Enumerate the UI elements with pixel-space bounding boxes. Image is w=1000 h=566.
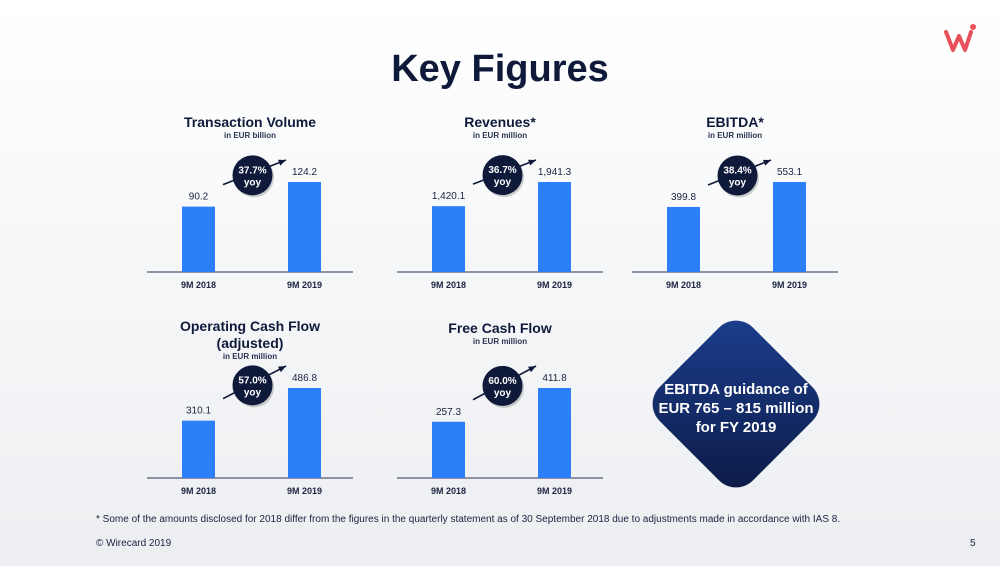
growth-yoy: yoy [244,177,262,188]
bar-9m-2018 [432,206,465,272]
category-label: 9M 2018 [666,280,701,290]
growth-yoy: yoy [494,177,512,188]
chart-plot: 399.8 9M 2018 553.1 9M 2019 38.4%yoy [632,155,838,290]
chart-unit: in EUR billion [224,131,276,140]
data-label: 124.2 [292,167,317,178]
bar-9m-2018 [182,206,215,272]
copyright: © Wirecard 2019 [96,538,172,549]
bar-9m-2018 [182,420,215,478]
page-number: 5 [970,538,976,549]
chart-plot: 257.3 9M 2018 411.8 9M 2019 60.0%yoy [397,365,603,496]
chart-unit: in EUR million [707,131,763,140]
growth-yoy: yoy [729,177,747,188]
bar-9m-2019 [288,388,321,478]
arrow-head [763,159,771,166]
chart-plot: 1,420.1 9M 2018 1,941.3 9M 2019 36.7%yoy [397,155,603,290]
data-label: 1,941.3 [538,167,572,178]
growth-badge [482,365,523,406]
chart-plot: 90.2 9M 2018 124.2 9M 2019 37.7%yoy [147,155,353,290]
growth-percent: 36.7% [488,165,516,176]
data-label: 257.3 [436,407,461,418]
category-label: 9M 2018 [431,486,466,496]
growth-badge [232,155,273,196]
data-label: 90.2 [189,192,209,203]
chart-title: Free Cash Flow [448,320,552,336]
arrow-head [278,159,286,166]
chart-title: Revenues* [464,114,536,130]
bar-9m-2018 [432,421,465,478]
arrow-head [528,159,536,166]
category-label: 9M 2019 [287,280,322,290]
category-label: 9M 2018 [181,280,216,290]
chart-revenues: Revenues* in EUR million 1,420.1 9M 2018 1,9… [385,112,615,302]
wirecard-logo [944,24,976,52]
data-label: 486.8 [292,373,317,384]
category-label: 9M 2019 [772,280,807,290]
category-label: 9M 2018 [181,486,216,496]
data-label: 310.1 [186,406,211,417]
growth-percent: 38.4% [723,165,751,176]
chart-free-cash-flow: Free Cash Flow in EUR million 257.3 9M 2018… [385,318,615,508]
growth-yoy: yoy [244,387,262,398]
growth-badge [232,365,273,406]
guidance-text: EBITDA guidance of EUR 765 – 815 million… [658,381,814,436]
bar-9m-2019 [773,182,806,272]
data-label: 411.8 [542,373,567,384]
arrow-head [278,366,286,373]
chart-title: Transaction Volume [184,114,316,130]
bar-9m-2018 [667,206,700,272]
chart-title: Operating Cash Flow (adjusted) [179,318,320,351]
chart-unit: in EUR million [472,337,528,346]
growth-percent: 60.0% [488,376,516,387]
chart-transaction-volume: Transaction Volume in EUR billion 90.2 9M 2… [135,112,365,302]
category-label: 9M 2019 [537,486,572,496]
chart-plot: 310.1 9M 2018 486.8 9M 2019 57.0%yoy [147,365,353,496]
chart-title: EBITDA* [706,114,764,130]
category-label: 9M 2019 [287,486,322,496]
category-label: 9M 2018 [431,280,466,290]
growth-percent: 37.7% [238,165,266,176]
data-label: 399.8 [671,192,696,203]
category-label: 9M 2019 [537,280,572,290]
arrow-head [528,366,536,373]
chart-operating-cash-flow: Operating Cash Flow (adjusted) in EUR mil… [135,318,365,508]
footnote: * Some of the amounts disclosed for 2018… [96,514,841,525]
data-label: 1,420.1 [432,191,466,202]
data-label: 553.1 [777,167,802,178]
chart-unit: in EUR million [472,131,528,140]
chart-unit: in EUR million [222,352,278,361]
guidance-callout: EBITDA guidance of EUR 765 – 815 million… [636,304,836,504]
bar-9m-2019 [538,182,571,272]
growth-yoy: yoy [494,388,512,399]
page-title: Key Figures [391,48,609,90]
growth-badge [717,155,758,196]
chart-ebitda: EBITDA* in EUR million 399.8 9M 2018 553.1 9M… [620,112,850,302]
bar-9m-2019 [538,388,571,478]
growth-percent: 57.0% [238,375,266,386]
guidance-diamond [652,320,820,488]
growth-badge [482,155,523,196]
bar-9m-2019 [288,182,321,272]
